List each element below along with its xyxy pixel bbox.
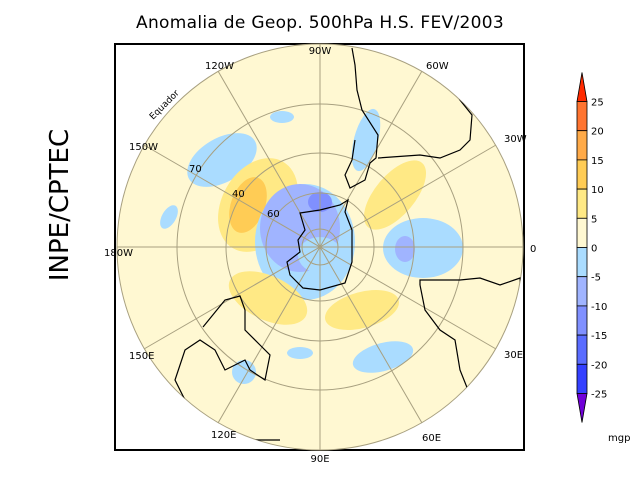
colorbar-top-arrow xyxy=(576,72,588,102)
lat-label: 40 xyxy=(232,189,245,200)
colorbar-segment xyxy=(576,188,588,219)
colorbar-tick-label: -5 xyxy=(591,273,601,284)
colorbar-segment xyxy=(576,101,588,132)
graticule xyxy=(116,43,524,451)
coastlines xyxy=(174,47,523,441)
colorbar-tick-label: -25 xyxy=(591,390,607,401)
lon-label-60e: 60E xyxy=(422,433,441,444)
colorbar-segment xyxy=(576,130,588,161)
lon-label-0: 0 xyxy=(530,244,536,255)
lon-label-120e: 120E xyxy=(211,430,236,441)
colorbar-tick-label: 10 xyxy=(591,185,604,196)
colorbar: 25 20 15 10 5 0 -5 -10 -15 -20 -25 mgp xyxy=(576,72,630,444)
colorbar-segment xyxy=(576,363,588,394)
colorbar-tick-label: 20 xyxy=(591,127,604,138)
colorbar-segment xyxy=(576,217,588,248)
lon-label-90w: 90W xyxy=(309,46,332,57)
colorbar-segment xyxy=(576,247,588,278)
colorbar-tick-label: -10 xyxy=(591,302,607,313)
colorbar-segment xyxy=(576,276,588,307)
lat-label: 70 xyxy=(189,164,202,175)
colorbar-tick-label: 15 xyxy=(591,156,604,167)
lat-label: 60 xyxy=(267,209,280,220)
lon-label-90e: 90E xyxy=(310,454,329,465)
colorbar-tick-label: 5 xyxy=(591,214,597,225)
colorbar-tick-label: -20 xyxy=(591,360,607,371)
lon-label-60w: 60W xyxy=(426,61,449,72)
colorbar-tick-label: -15 xyxy=(591,331,607,342)
lon-label-150e: 150E xyxy=(129,351,154,362)
lon-label-30w: 30W xyxy=(504,134,527,145)
colorbar-segment xyxy=(576,334,588,365)
colorbar-tick-label: 25 xyxy=(591,98,604,109)
colorbar-segment xyxy=(576,159,588,190)
lon-label-150w: 150W xyxy=(129,142,158,153)
longitude-labels: 90W 60W 30W 0 30E 60E 90E 120E 150E 180W… xyxy=(104,46,536,465)
colorbar-unit: mgp xyxy=(608,433,630,444)
colorbar-tick-label: 0 xyxy=(591,244,597,255)
colorbar-bottom-arrow xyxy=(576,393,588,423)
lon-label-30e: 30E xyxy=(504,350,523,361)
colorbar-segment xyxy=(576,305,588,336)
lon-label-120w: 120W xyxy=(205,61,234,72)
lon-label-180w: 180W xyxy=(104,248,133,259)
chart-title: Anomalia de Geop. 500hPa H.S. FEV/2003 xyxy=(136,13,504,33)
